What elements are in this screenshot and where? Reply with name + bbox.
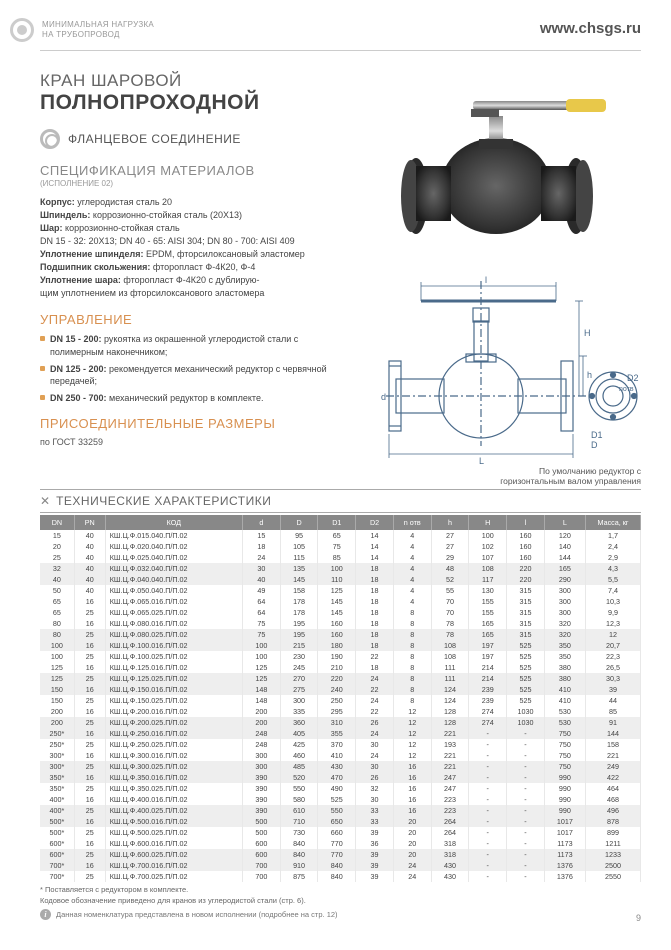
col-header: d xyxy=(242,515,280,530)
valve-diagram: l H h d D1 D D2 nотв L xyxy=(361,266,641,466)
svg-text:D: D xyxy=(591,440,598,450)
table-row: 600*25КШ.Ц.Ф.600.025.П/П.026008407703920… xyxy=(40,849,641,860)
bullet-icon xyxy=(40,336,45,341)
table-row: 300*25КШ.Ц.Ф.300.025.П/П.023004854303016… xyxy=(40,761,641,772)
col-header: n отв xyxy=(393,515,431,530)
bullet-icon xyxy=(40,366,45,371)
materials-heading: СПЕЦИФИКАЦИЯ МАТЕРИАЛОВ xyxy=(40,163,346,178)
table-row: 5040КШ.Ц.Ф.050.040.П/П.02491581251845513… xyxy=(40,585,641,596)
materials-spec: Корпус: углеродистая сталь 20Шпиндель: к… xyxy=(40,196,346,300)
table-row: 2040КШ.Ц.Ф.020.040.П/П.02181057514427102… xyxy=(40,541,641,552)
site-url: www.chsgs.ru xyxy=(540,20,641,37)
table-row: 10025КШ.Ц.Ф.100.025.П/П.0210023019022810… xyxy=(40,651,641,662)
brand-ring-icon xyxy=(10,18,34,42)
control-bullet: DN 15 - 200: рукоятка из окрашенной угле… xyxy=(40,333,346,357)
table-row: 15016КШ.Ц.Ф.150.016.П/П.0214827524022812… xyxy=(40,684,641,695)
connection-type: ФЛАНЦЕВОЕ СОЕДИНЕНИЕ xyxy=(68,132,241,146)
table-row: 250*25КШ.Ц.Ф.250.025.П/П.022484253703012… xyxy=(40,739,641,750)
page-number: 9 xyxy=(636,913,641,923)
spec-line: Уплотнение шара: фторопласт Ф-4К20 с дуб… xyxy=(40,274,346,287)
col-header: Масса, кг xyxy=(586,515,641,530)
col-header: l xyxy=(507,515,545,530)
spec-table: DNPNКОДdDD1D2n отвhHlLМасса, кг 1540КШ.Ц… xyxy=(40,515,641,882)
reducer-note-2: горизонтальным валом управления xyxy=(500,476,641,486)
table-row: 10016КШ.Ц.Ф.100.016.П/П.0210021518018810… xyxy=(40,640,641,651)
table-row: 12516КШ.Ц.Ф.125.016.П/П.0212524521018811… xyxy=(40,662,641,673)
info-icon: i xyxy=(40,909,51,920)
control-items: DN 15 - 200: рукоятка из окрашенной угле… xyxy=(40,333,346,404)
svg-text:d: d xyxy=(381,392,386,402)
table-row: 6516КШ.Ц.Ф.065.016.П/П.02641781451847015… xyxy=(40,596,641,607)
table-row: 3240КШ.Ц.Ф.032.040.П/П.02301351001844810… xyxy=(40,563,641,574)
tagline-2: НА ТРУБОПРОВОД xyxy=(42,30,154,40)
svg-text:H: H xyxy=(584,328,591,338)
footnote-asterisk: * Поставляется с редуктором в комплекте. xyxy=(40,885,641,896)
table-row: 12525КШ.Ц.Ф.125.025.П/П.0212527022024811… xyxy=(40,673,641,684)
table-row: 600*16КШ.Ц.Ф.600.016.П/П.026008407703620… xyxy=(40,838,641,849)
table-row: 400*25КШ.Ц.Ф.400.025.П/П.023906105503316… xyxy=(40,805,641,816)
table-row: 350*16КШ.Ц.Ф.350.016.П/П.023905204702616… xyxy=(40,772,641,783)
table-row: 700*16КШ.Ц.Ф.700.016.П/П.027009108403924… xyxy=(40,860,641,871)
page-header: МИНИМАЛЬНАЯ НАГРУЗКА НА ТРУБОПРОВОД www.… xyxy=(40,20,641,51)
spec-line: DN 15 - 32: 20Х13; DN 40 - 65: AISI 304;… xyxy=(40,235,346,248)
svg-text:h: h xyxy=(587,370,592,380)
footnote-coding: Кодовое обозначение приведено для кранов… xyxy=(40,896,641,907)
col-header: H xyxy=(469,515,507,530)
svg-text:D2: D2 xyxy=(627,373,639,383)
control-heading: УПРАВЛЕНИЕ xyxy=(40,312,346,327)
dims-heading: ПРИСОЕДИНИТЕЛЬНЫЕ РАЗМЕРЫ xyxy=(40,416,346,431)
reducer-note-1: По умолчанию редуктор с xyxy=(539,466,641,476)
valve-photo xyxy=(361,71,631,261)
gost-ref: по ГОСТ 33259 xyxy=(40,437,346,447)
title-line1: КРАН ШАРОВОЙ xyxy=(40,71,346,91)
table-row: 1540КШ.Ц.Ф.015.040.П/П.02159565144271001… xyxy=(40,530,641,541)
svg-text:L: L xyxy=(479,456,484,466)
table-row: 400*16КШ.Ц.Ф.400.016.П/П.023905805253016… xyxy=(40,794,641,805)
spec-line: Корпус: углеродистая сталь 20 xyxy=(40,196,346,209)
svg-text:l: l xyxy=(485,275,487,285)
spec-line: Шпиндель: коррозионно-стойкая сталь (20Х… xyxy=(40,209,346,222)
footnote-info: Данная номенклатура представлена в новом… xyxy=(56,910,338,919)
col-header: DN xyxy=(40,515,74,530)
spec-line: Уплотнение шпинделя: EPDM, фторсилоксано… xyxy=(40,248,346,261)
table-row: 500*16КШ.Ц.Ф.500.016.П/П.025007106503320… xyxy=(40,816,641,827)
bullet-icon xyxy=(40,395,45,400)
col-header: D xyxy=(280,515,318,530)
tagline-1: МИНИМАЛЬНАЯ НАГРУЗКА xyxy=(42,20,154,30)
col-header: D1 xyxy=(318,515,356,530)
control-bullet: DN 250 - 700: механический редуктор в ко… xyxy=(40,392,346,404)
col-header: D2 xyxy=(356,515,394,530)
col-header: КОД xyxy=(105,515,242,530)
table-row: 500*25КШ.Ц.Ф.500.025.П/П.025007306603920… xyxy=(40,827,641,838)
flange-icon xyxy=(40,129,60,149)
table-row: 8025КШ.Ц.Ф.080.025.П/П.02751951601887816… xyxy=(40,629,641,640)
col-header: L xyxy=(544,515,585,530)
col-header: PN xyxy=(74,515,105,530)
title-line2: ПОЛНОПРОХОДНОЙ xyxy=(40,91,346,115)
materials-sub: (ИСПОЛНЕНИЕ 02) xyxy=(40,179,346,188)
spec-line: Шар: коррозионно-стойкая сталь xyxy=(40,222,346,235)
tech-heading: ТЕХНИЧЕСКИЕ ХАРАКТЕРИСТИКИ xyxy=(56,494,271,508)
table-row: 4040КШ.Ц.Ф.040.040.П/П.02401451101845211… xyxy=(40,574,641,585)
table-row: 350*25КШ.Ц.Ф.350.025.П/П.023905504903216… xyxy=(40,783,641,794)
table-row: 300*16КШ.Ц.Ф.300.016.П/П.023004604102412… xyxy=(40,750,641,761)
table-row: 15025КШ.Ц.Ф.150.025.П/П.0214830025024812… xyxy=(40,695,641,706)
col-header: h xyxy=(431,515,469,530)
table-row: 20016КШ.Ц.Ф.200.016.П/П.0220033529522121… xyxy=(40,706,641,717)
spec-line: щим уплотнением из фторсилоксанового эла… xyxy=(40,287,346,300)
table-row: 20025КШ.Ц.Ф.200.025.П/П.0220036031026121… xyxy=(40,717,641,728)
control-bullet: DN 125 - 200: рекомендуется механический… xyxy=(40,363,346,387)
table-row: 6525КШ.Ц.Ф.065.025.П/П.02641781451887015… xyxy=(40,607,641,618)
spec-line: Подшипник скольжения: фторопласт Ф-4К20,… xyxy=(40,261,346,274)
svg-text:D1: D1 xyxy=(591,430,603,440)
table-row: 250*16КШ.Ц.Ф.250.016.П/П.022484053552412… xyxy=(40,728,641,739)
table-row: 700*25КШ.Ц.Ф.700.025.П/П.027008758403924… xyxy=(40,871,641,882)
table-row: 8016КШ.Ц.Ф.080.016.П/П.02751951601887816… xyxy=(40,618,641,629)
svg-text:nотв: nотв xyxy=(619,386,634,393)
table-row: 2540КШ.Ц.Ф.025.040.П/П.02241158514429107… xyxy=(40,552,641,563)
wrench-icon: ✕ xyxy=(40,494,50,508)
